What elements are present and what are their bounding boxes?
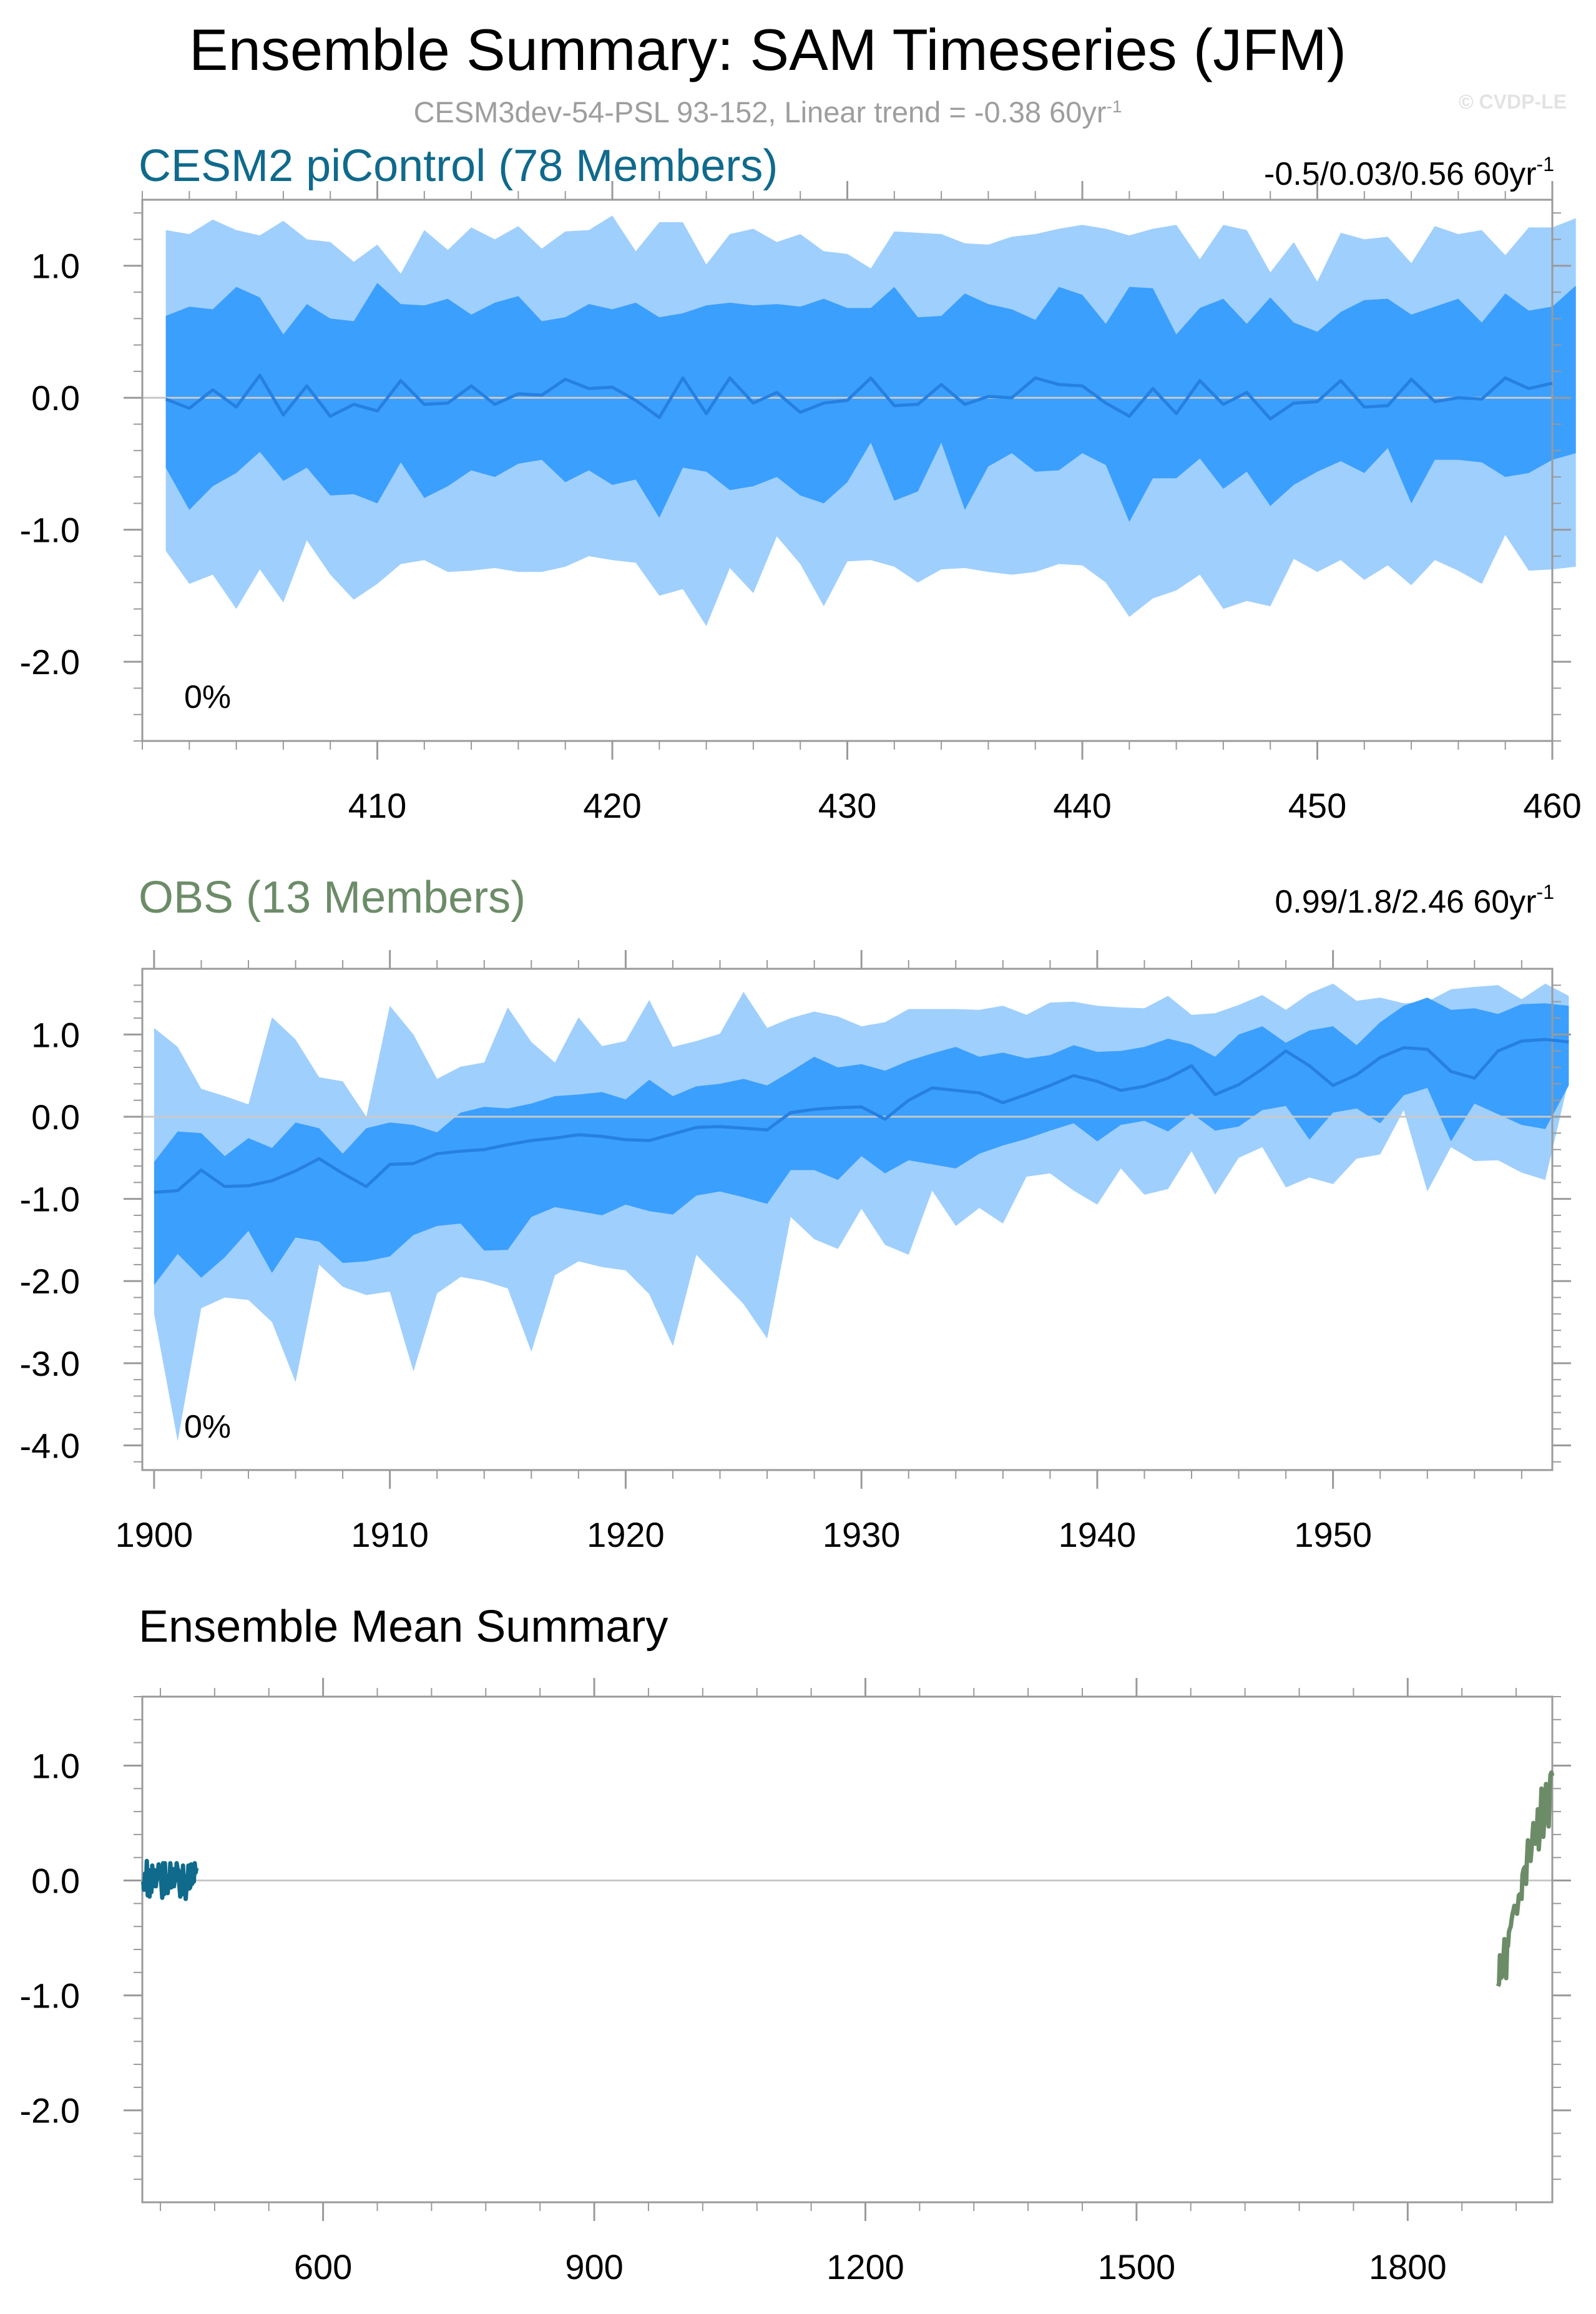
picontrol-x-tick-label: 460 [1523,786,1581,825]
ensemble-mean-x-tick-label: 1500 [1098,2247,1176,2287]
obs-interquartile-band [154,998,1569,1285]
figure-title: Ensemble Summary: SAM Timeseries (JFM) [189,17,1346,82]
obs-y-tick-label: -1.0 [20,1180,81,1219]
obs-y-tick-label: 0.0 [31,1097,80,1137]
obs-ensemble-mean-line [154,1037,1569,1194]
obs-plot-frame [141,968,1554,1471]
ensemble-mean-series-obs [1496,1770,1555,1988]
picontrol-x-tick-label: 410 [348,786,406,825]
picontrol-trend: -0.5/0.03/0.56 60yr-1 [1264,153,1554,192]
picontrol-x-tick-label: 450 [1288,786,1346,825]
obs-y-tick-label: 1.0 [31,1015,80,1054]
picontrol-plot: 1.0 0.0 -1.0 -2.0 410 420 430 440 450 460 [20,181,1582,825]
obs-title: OBS (13 Members) [139,873,526,923]
figure-subtitle: CESM3dev-54-PSL 93-152, Linear trend = -… [414,96,1122,129]
obs-trend: 0.99/1.8/2.46 60yr-1 [1275,881,1554,920]
obs-y-tick-label: -4.0 [20,1426,81,1466]
obs-percent-label: 0% [184,1409,231,1445]
ensemble-mean-y-tick-label: -2.0 [20,2091,81,2130]
ensemble-mean-x-tick-label: 1200 [826,2247,904,2287]
ensemble-mean-x-tick-label: 900 [565,2247,623,2287]
ensemble-mean-x-tick-label: 600 [294,2247,352,2287]
picontrol-percent-label: 0% [184,679,231,715]
picontrol-y-tick-label: -2.0 [20,642,81,682]
ensemble-mean-series-picontrol [140,1858,199,1901]
picontrol-x-tick-label: 440 [1053,786,1111,825]
obs-x-tick-label: 1900 [115,1515,193,1554]
obs-y-tick-label: -3.0 [20,1344,81,1383]
ensemble-mean-x-tick-label: 1800 [1369,2247,1447,2287]
picontrol-x-tick-label: 420 [583,786,641,825]
ensemble-mean-y-tick-label: 1.0 [31,1746,80,1785]
picontrol-y-tick-label: 0.0 [31,378,80,418]
obs-y-tick-label: -2.0 [20,1262,81,1301]
ensemble-mean-title: Ensemble Mean Summary [139,1602,668,1652]
obs-x-tick-label: 1910 [351,1515,429,1554]
picontrol-ensemble-mean-line [165,373,1553,421]
obs-x-tick-label: 1950 [1294,1515,1372,1554]
obs-x-tick-label: 1940 [1059,1515,1137,1554]
ensemble-mean-plot: 1.0 0.0 -1.0 -2.0 600 900 1200 1500 1800 [20,1678,1571,2287]
obs-x-tick-label: 1930 [823,1515,901,1554]
ensemble-mean-plot-frame [141,1695,1554,2204]
picontrol-x-tick-label: 430 [818,786,876,825]
ensemble-mean-y-tick-label: -1.0 [20,1976,81,2016]
copyright-notice: © CVDP-LE [1459,91,1567,113]
obs-x-tick-label: 1920 [587,1515,665,1554]
picontrol-title: CESM2 piControl (78 Members) [139,141,778,191]
picontrol-y-tick-label: 1.0 [31,247,80,286]
ensemble-mean-y-tick-label: 0.0 [31,1861,80,1901]
picontrol-interquartile-band [165,283,1576,522]
obs-plot: 1.0 0.0 -1.0 -2.0 -3.0 -4.0 1900 1910 1920 1930 19… [20,950,1571,1554]
picontrol-y-tick-label: -1.0 [20,511,81,550]
